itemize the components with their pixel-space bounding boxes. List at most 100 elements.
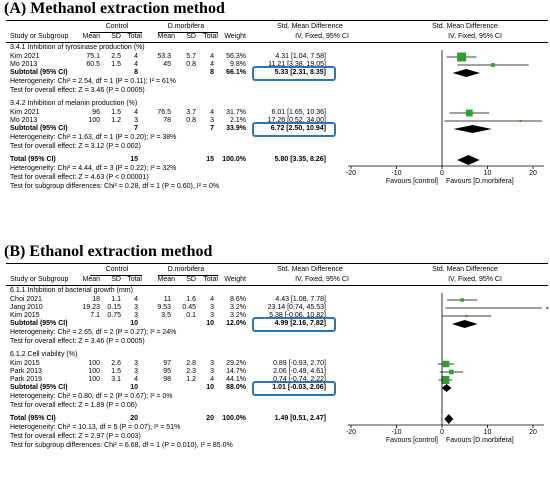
col-mean: Mean: [157, 33, 175, 40]
total-ci: 1.49 [0.51, 2.47]: [274, 415, 326, 422]
total-control: 20: [130, 415, 138, 422]
x-tick-label: -10: [391, 170, 402, 177]
favours-dmorbifera-label: Favours [D.morbifera]: [446, 437, 514, 444]
col-plot-sub: IV, Fixed, 95% CI: [448, 33, 502, 40]
col-sd: SD: [111, 276, 121, 283]
control-mean: 75.1: [86, 53, 100, 60]
dmorbifera-mean: 11: [163, 296, 171, 303]
footer-text: Heterogeneity: Chi² = 10.13, df = 5 (P =…: [10, 424, 181, 431]
study-point: [442, 360, 450, 368]
x-tick-label: 10: [483, 170, 492, 177]
subtotal-diamond: [453, 125, 492, 133]
control-sd: 1.5: [111, 109, 121, 116]
x-tick-label: 0: [440, 170, 444, 177]
subgroup-label: 6.1.1 Inhibition of bacterial growth (mm…: [10, 287, 133, 294]
study-ci: 5.38 [-0.06, 10.82]: [269, 312, 326, 319]
study-point: [546, 306, 549, 310]
heterogeneity-text: Heterogeneity: Chi² = 2.65, df = 2 (P = …: [10, 329, 177, 336]
panel-title: (A) Methanol extraction method: [4, 0, 225, 17]
total-diamond: [444, 414, 454, 424]
heterogeneity-text: Heterogeneity: Chi² = 0.80, df = 2 (P = …: [10, 393, 173, 400]
col-smd-sub: IV, Fixed, 95% CI: [295, 276, 349, 283]
study-ci: 11.21 [3.38, 19.05]: [268, 61, 326, 68]
control-sd: 0.15: [107, 304, 121, 311]
control-sd: 0.75: [107, 312, 121, 319]
subtotal-label: Subtotal (95% CI): [10, 69, 68, 76]
footer-text: Test for overall effect: Z = 4.63 (P < 0…: [10, 174, 149, 181]
study-weight: 44.1%: [226, 376, 246, 383]
subtotal-dmorbifera-total: 8: [210, 69, 214, 76]
study-point: [491, 63, 495, 67]
heterogeneity-text: Heterogeneity: Chi² = 1.63, df = 1 (P = …: [10, 134, 177, 141]
control-mean: 19.23: [82, 304, 100, 311]
subgroup-label: 3.4.2 Inhibition of melanin production (…: [10, 100, 138, 107]
control-mean: 100: [88, 376, 100, 383]
dmorbifera-total: 3: [210, 117, 214, 124]
col-total: Total: [203, 276, 218, 283]
subgroup-label: 3.4.1 Inhibition of tyrosinase productio…: [10, 44, 145, 51]
dmorbifera-sd: 0.8: [186, 61, 196, 68]
control-mean: 7.1: [90, 312, 100, 319]
total-weight: 100.0%: [222, 415, 246, 422]
control-mean: 100: [88, 117, 100, 124]
subtotal-ci: 5.33 [2.31, 8.35]: [274, 69, 326, 76]
col-study: Study or Subgroup: [10, 33, 69, 40]
total-diamond: [457, 155, 480, 165]
control-total: 4: [134, 61, 138, 68]
total-dmorbifera: 20: [206, 415, 214, 422]
subtotal-ci: 4.99 [2.16, 7.82]: [274, 320, 326, 327]
dmorbifera-mean: 9.53: [157, 304, 171, 311]
subgroup-label: 6.1.2 Cell viability (%): [10, 351, 78, 358]
total-label: Total (95% CI): [10, 415, 56, 422]
subtotal-label: Subtotal (95% CI): [10, 384, 68, 391]
dmorbifera-total: 3: [210, 304, 214, 311]
col-plot-title: Std. Mean Difference: [432, 266, 498, 273]
dmorbifera-mean: 78: [163, 117, 171, 124]
dmorbifera-sd: 2.8: [186, 360, 196, 367]
x-tick-label: 20: [529, 170, 537, 177]
study-name: Mo 2013: [10, 117, 38, 124]
control-total: 4: [134, 376, 138, 383]
study-name: Choi 2021: [10, 296, 42, 303]
control-total: 3: [134, 368, 138, 375]
col-total: Total: [127, 33, 142, 40]
footer-text: Test for subgroup differences: Chi² = 6.…: [10, 442, 233, 449]
overall-effect-text: Test for overall effect: Z = 3.46 (P = 0…: [10, 338, 145, 345]
control-mean: 60.5: [86, 61, 100, 68]
subtotal-dmorbifera-total: 7: [210, 125, 214, 132]
dmorbifera-mean: 53.3: [157, 53, 171, 60]
control-mean: 18: [92, 296, 100, 303]
study-weight: 8.6%: [230, 296, 246, 303]
control-total: 4: [134, 53, 138, 60]
col-smd-title: Std. Mean Difference: [277, 23, 343, 30]
dmorbifera-mean: 45: [163, 61, 171, 68]
dmorbifera-total: 4: [210, 296, 214, 303]
subtotal-diamond: [441, 384, 452, 392]
study-ci: 4.43 [1.08, 7.78]: [275, 296, 326, 303]
control-sd: 1.5: [111, 61, 121, 68]
study-ci: 6.01 [1.65, 10.36]: [271, 109, 327, 116]
footer-text: Test for subgroup differences: Chi² = 0.…: [10, 183, 220, 190]
subtotal-ci: 6.72 [2.50, 10.94]: [270, 125, 326, 132]
study-weight: 9.8%: [230, 61, 246, 68]
total-weight: 100.0%: [222, 156, 246, 163]
x-tick-label: 0: [440, 429, 444, 436]
col-mean: Mean: [82, 276, 100, 283]
group-header-dmorbifera: D.morbifera: [167, 23, 205, 30]
subtotal-control-total: 8: [134, 69, 138, 76]
panel-title: (B) Ethanol extraction method: [4, 243, 213, 260]
study-ci: 0.74 [-0.74, 2.22]: [273, 376, 326, 383]
dmorbifera-total: 4: [210, 376, 214, 383]
group-rule-dmorbifera: [158, 275, 218, 276]
dmorbifera-total: 3: [210, 368, 214, 375]
control-total: 4: [134, 296, 138, 303]
study-ci: 2.06 [-0.49, 4.61]: [273, 368, 326, 375]
col-mean: Mean: [82, 33, 100, 40]
subtotal-dmorbifera-total: 10: [206, 384, 214, 391]
dmorbifera-sd: 5.7: [186, 53, 196, 60]
study-weight: 2.1%: [230, 117, 246, 124]
study-weight: 3.2%: [230, 312, 246, 319]
subtotal-label: Subtotal (95% CI): [10, 125, 68, 132]
footer-text: Test for overall effect: Z = 2.97 (P = 0…: [10, 433, 141, 440]
